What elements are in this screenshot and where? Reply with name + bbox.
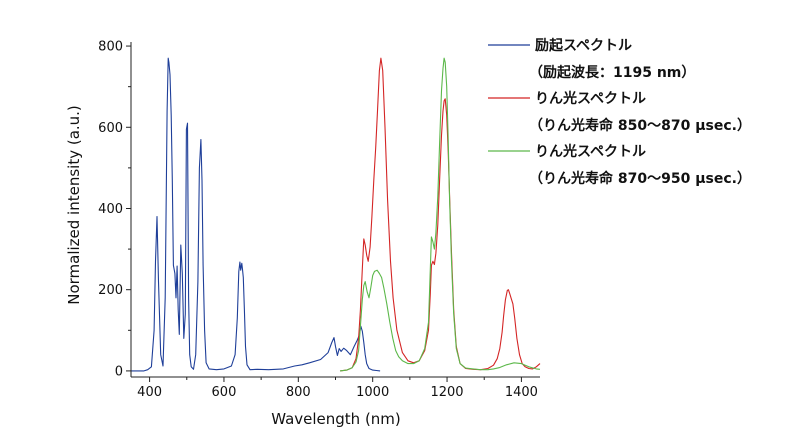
series-line-2 [339, 57, 541, 372]
x-tick-label: 600 [212, 385, 237, 400]
x-tick-label: 1200 [430, 385, 463, 400]
legend-label-1: 励起スペクトル [535, 37, 632, 54]
series-line-1 [131, 57, 381, 372]
x-tick-label: 400 [137, 385, 162, 400]
legend-label-2: りん光スペクトル [535, 90, 646, 107]
y-tick-label: 800 [98, 40, 123, 55]
y-tick-label: 0 [115, 364, 123, 379]
legend: 励起スペクトル （励起波長：1195 nm） りん光スペクトル （りん光寿命 850～… [488, 37, 751, 187]
legend-label-3: りん光スペクトル [535, 143, 646, 160]
x-tick-label: 1000 [356, 385, 389, 400]
legend-note-3: （りん光寿命 870～950 μsec.） [529, 170, 751, 187]
x-tick-label: 800 [286, 385, 311, 400]
y-tick-label: 200 [98, 283, 123, 298]
x-tick-label: 1400 [505, 385, 538, 400]
axes: 400 600 800 1000 1200 1400 0 200 400 600 800 [98, 40, 540, 400]
y-tick-label: 400 [98, 202, 123, 217]
plot-background [131, 42, 540, 377]
series-line-3 [339, 57, 541, 372]
x-axis-title: Wavelength (nm) [271, 410, 401, 428]
legend-note-2: （りん光寿命 850～870 μsec.） [529, 117, 751, 134]
y-tick-label: 600 [98, 121, 123, 136]
y-axis-title: Normalized intensity (a.u.) [65, 105, 83, 305]
legend-note-1: （励起波長：1195 nm） [529, 64, 695, 81]
plot-area [131, 42, 541, 377]
